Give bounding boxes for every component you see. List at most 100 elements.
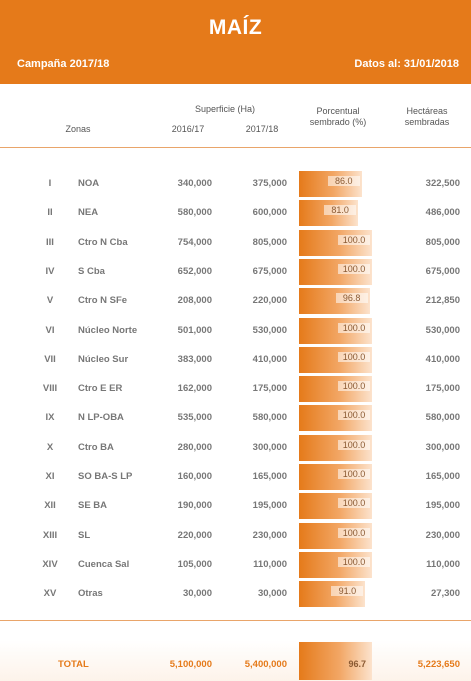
superficie-2016: 501,000 [177, 324, 212, 336]
zone-number: VII [44, 353, 56, 365]
zone-number: XII [44, 500, 56, 512]
table-row: VIII Ctro E ER 162,000 175,000 175,000 100.0 [0, 374, 471, 403]
total-hectares: 5,223,650 [417, 659, 460, 670]
superficie-2017: 30,000 [257, 588, 287, 600]
superficie-2017: 175,000 [252, 383, 287, 395]
superficie-2017: 195,000 [252, 500, 287, 512]
table-row: V Ctro N SFe 208,000 220,000 212,850 96.8 [0, 286, 471, 315]
superficie-2016: 30,000 [182, 588, 212, 600]
superficie-2017: 410,000 [252, 353, 287, 365]
zone-name: Núcleo Sur [78, 353, 129, 365]
hectares-sown: 486,000 [425, 207, 460, 219]
superficie-2017: 805,000 [252, 236, 287, 248]
percent-value: 100.0 [338, 439, 370, 450]
percent-bar: 86.0 [299, 171, 362, 197]
hectares-sown: 27,300 [430, 588, 460, 600]
percent-bar: 100.0 [299, 229, 372, 256]
superficie-2016: 208,000 [177, 295, 212, 307]
hectares-sown: 322,500 [425, 178, 460, 189]
percent-bar: 100.0 [299, 493, 372, 520]
hectares-sown: 165,000 [425, 471, 460, 482]
zone-number: XI [45, 471, 55, 482]
zone-number: IV [45, 265, 55, 277]
zone-name: NEA [78, 207, 99, 219]
percent-value: 100.0 [338, 410, 370, 421]
page-header: MAÍZ Campaña 2017/18 Datos al: 31/01/201… [0, 0, 471, 84]
total-percent-bar: 96.7 [299, 642, 372, 680]
percent-value: 96.8 [335, 293, 368, 304]
table-row: XIII SL 220,000 230,000 230,000 100.0 [0, 521, 471, 550]
zone-name: Ctro E ER [78, 383, 123, 395]
zone-name: Ctro N Cba [78, 236, 128, 248]
table-row: X Ctro BA 280,000 300,000 300,000 100.0 [0, 433, 471, 462]
table-row: XV Otras 30,000 30,000 27,300 91.0 [0, 579, 471, 608]
header-divider [0, 147, 471, 148]
superficie-2017: 375,000 [252, 178, 287, 189]
total-superficie-2016: 5,100,000 [169, 659, 212, 670]
zone-name: S Cba [78, 265, 105, 277]
hectares-sown: 195,000 [425, 500, 460, 512]
percent-bar: 100.0 [299, 317, 372, 344]
zone-number: V [46, 295, 54, 307]
zone-number: I [48, 178, 52, 189]
total-percent-value: 96.7 [348, 659, 366, 669]
percent-bar: 100.0 [299, 464, 372, 490]
hectares-sown: 230,000 [425, 529, 460, 541]
table-row: XI SO BA-S LP 160,000 165,000 165,000 100.0 [0, 462, 471, 491]
superficie-2016: 652,000 [177, 265, 212, 277]
percent-value: 100.0 [338, 263, 370, 274]
table-row: IX N LP-OBA 535,000 580,000 580,000 100.0 [0, 403, 471, 432]
porcentual-header-line2: sembrado (%) [309, 117, 367, 127]
zone-name: Ctro N SFe [78, 295, 128, 307]
superficie-2016: 754,000 [177, 236, 212, 248]
zone-number: XV [43, 588, 57, 600]
superficie-2017: 300,000 [252, 441, 287, 453]
zone-name: Otras [78, 588, 103, 600]
data-date-label: Datos al: 31/01/2018 [354, 58, 459, 70]
total-row: TOTAL 5,100,000 5,400,000 96.7 5,223,650 [0, 640, 471, 681]
superficie-2017: 675,000 [252, 265, 287, 277]
percent-value: 100.0 [338, 381, 370, 392]
table-row: XIV Cuenca Sal 105,000 110,000 110,000 100.0 [0, 550, 471, 579]
superficie-2016: 383,000 [177, 353, 212, 365]
percent-value: 100.0 [338, 527, 370, 538]
campaign-label: Campaña 2017/18 [17, 58, 110, 70]
hectares-sown: 212,850 [425, 295, 460, 307]
hectares-sown: 110,000 [426, 558, 460, 570]
hectares-sown: 410,000 [425, 353, 460, 365]
percent-value: 100.0 [338, 322, 370, 333]
zone-name: SE BA [78, 500, 108, 512]
percent-bar: 100.0 [299, 551, 372, 578]
hectares-sown: 675,000 [425, 265, 460, 277]
hectares-sown: 175,000 [425, 383, 460, 395]
zone-number: IX [45, 412, 55, 424]
table-row: III Ctro N Cba 754,000 805,000 805,000 100.0 [0, 228, 471, 257]
zone-number: II [47, 207, 53, 219]
zone-number: XIV [42, 558, 58, 570]
year2-header: 2017/18 [245, 124, 279, 134]
hectareas-header-line2: sembradas [404, 117, 450, 127]
superficie-2017: 530,000 [252, 324, 287, 336]
superficie-2017: 600,000 [252, 207, 287, 219]
zone-name: N LP-OBA [78, 412, 124, 424]
superficie-2017: 220,000 [252, 295, 287, 307]
hectares-sown: 580,000 [425, 412, 460, 424]
superficie-2016: 535,000 [177, 412, 212, 424]
hectares-sown: 805,000 [425, 236, 460, 248]
percent-bar: 100.0 [299, 434, 372, 461]
superficie-2016: 160,000 [177, 471, 212, 482]
zone-number: VI [45, 324, 55, 336]
year1-header: 2016/17 [171, 124, 205, 134]
zone-name: SL [78, 529, 91, 541]
percent-bar: 96.8 [299, 288, 370, 315]
percent-value: 81.0 [324, 205, 357, 216]
superficie-2016: 220,000 [177, 529, 212, 541]
percent-value: 100.0 [338, 556, 370, 567]
percent-bar: 100.0 [299, 258, 372, 285]
percent-bar: 91.0 [299, 581, 366, 608]
total-superficie-2017: 5,400,000 [244, 659, 287, 670]
table-row: VI Núcleo Norte 501,000 530,000 530,000 100.0 [0, 316, 471, 345]
table-row: II NEA 580,000 600,000 486,000 81.0 [0, 198, 471, 227]
superficie-2016: 190,000 [177, 500, 212, 512]
percent-value: 91.0 [331, 586, 364, 597]
